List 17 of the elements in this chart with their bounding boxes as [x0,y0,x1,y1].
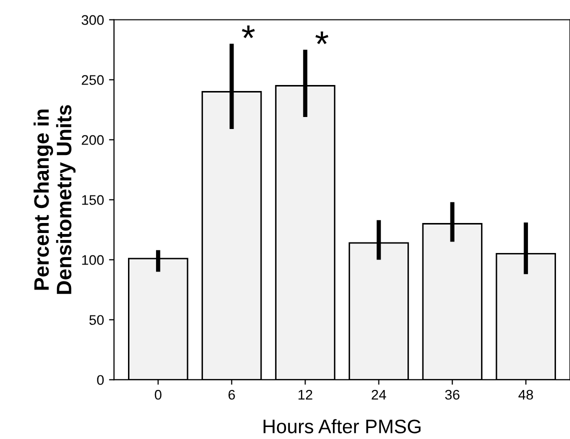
x-tick-label: 12 [298,390,312,400]
y-tick-label: 200 [82,135,104,145]
y-tick-label: 50 [89,315,104,325]
y-tick-label: 250 [82,75,104,85]
x-tick-label: 48 [518,390,533,400]
y-axis-title: Percent Change in Densitometry Units [34,105,76,294]
y-tick-label: 0 [97,375,104,385]
y-tick-label: 300 [82,15,104,25]
y-tick-label: 150 [82,195,104,205]
x-tick-label: 6 [228,390,235,400]
x-tick-label: 24 [372,390,386,400]
y-tick-label: 100 [82,255,104,265]
annotation: * [315,31,328,44]
x-tick-label: 36 [445,390,460,400]
x-tick-label: 0 [154,390,162,400]
x-axis-title: Hours After PMSG [264,419,421,434]
annotation: * [242,25,255,38]
